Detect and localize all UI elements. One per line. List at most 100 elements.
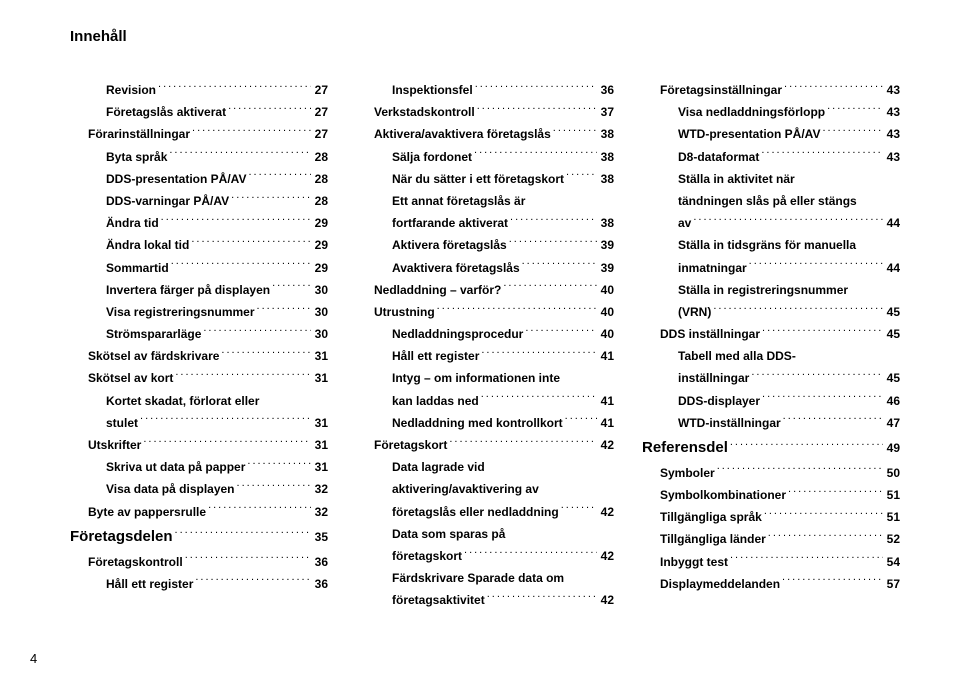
toc-label: Aktivera/avaktivera företagslås [374,123,551,145]
toc-page: 45 [885,367,900,389]
toc-page: 40 [599,279,614,301]
toc-entry: Ställa in registreringsnummer [642,279,900,301]
toc-leader [565,415,597,427]
toc-label: DDS inställningar [660,323,760,345]
toc-label: Visa data på displayen [106,478,235,500]
toc-entry: (VRN)45 [642,301,900,323]
toc-entry: DDS-presentation PÅ/AV28 [70,168,328,190]
toc-entry: inmatningar44 [642,257,900,279]
toc-entry: WTD-presentation PÅ/AV43 [642,123,900,145]
toc-leader [782,576,883,588]
toc-entry: Utrustning40 [356,301,614,323]
toc-leader [768,531,883,543]
toc-entry: Företagsinställningar43 [642,79,900,101]
toc-label: Företagskort [374,434,447,456]
toc-entry: Strömspararläge30 [70,323,328,345]
toc-entry: aktivering/avaktivering av [356,478,614,500]
toc-page: 31 [313,434,328,456]
toc-page: 28 [313,168,328,190]
toc-entry: Inspektionsfel36 [356,79,614,101]
toc-label: tändningen slås på eller stängs [678,190,857,212]
toc-label: Strömspararläge [106,323,201,345]
toc-label: Håll ett register [392,345,479,367]
page-title: Innehåll [70,28,900,45]
toc-entry: Invertera färger på displayen30 [70,279,328,301]
toc-leader [247,459,310,471]
toc-leader [522,260,597,272]
toc-label: stulet [106,412,138,434]
toc-leader [784,82,883,94]
toc-entry: Sälja fordonet38 [356,146,614,168]
toc-page: 38 [599,168,614,190]
toc-col-1: Revision27Företagslås aktiverat27Förarin… [70,79,328,612]
toc-col-2: Inspektionsfel36Verkstadskontroll37Aktiv… [356,79,614,612]
toc-page: 45 [885,323,900,345]
toc-label: Inbyggt test [660,551,728,573]
toc-label: Nedladdning – varför? [374,279,501,301]
toc-label: Invertera färger på displayen [106,279,270,301]
toc-label: Håll ett register [106,573,193,595]
toc-entry: fortfarande aktiverat 38 [356,212,614,234]
toc-label: Nedladdningsprocedur [392,323,523,345]
toc-label: Verkstadskontroll [374,101,475,123]
toc-page: 54 [885,551,900,573]
toc-entry: Nedladdning – varför? 40 [356,279,614,301]
toc-entry: Färdskrivare Sparade data om [356,567,614,589]
toc-label: Symbolkombinationer [660,484,786,506]
toc-page: 38 [599,212,614,234]
toc-entry: Ett annat företagslås är [356,190,614,212]
toc-entry: Skriva ut data på papper31 [70,456,328,478]
toc-leader [140,415,311,427]
toc-label: Företagskontroll [88,551,183,573]
toc-entry: Håll ett register 36 [70,573,328,595]
toc-label: Revision [106,79,156,101]
toc-entry: företagskort42 [356,545,614,567]
toc-entry: Sommartid29 [70,257,328,279]
toc-label: Intyg – om informationen inte [392,367,560,389]
toc-entry: av44 [642,212,900,234]
toc-leader [481,348,596,360]
toc-leader [475,82,597,94]
toc-entry: Byta språk28 [70,146,328,168]
toc-page: 41 [599,412,614,434]
toc-entry: WTD-inställningar47 [642,412,900,434]
toc-entry: Aktivera företagslås39 [356,234,614,256]
toc-label: Färdskrivare Sparade data om [392,567,564,589]
toc-label: Ställa in tidsgräns för manuella [678,234,856,256]
toc-page: 46 [885,390,900,412]
toc-entry: Tillgängliga språk51 [642,506,900,528]
toc-page: 42 [599,501,614,523]
toc-page: 31 [313,456,328,478]
toc-page: 38 [599,146,614,168]
toc-entry: Nedladdning med kontrollkort41 [356,412,614,434]
toc-label: inmatningar [678,257,747,279]
toc-entry: Visa registreringsnummer30 [70,301,328,323]
toc-label: Tillgängliga språk [660,506,762,528]
toc-label: aktivering/avaktivering av [392,478,539,500]
toc-leader [751,370,882,382]
toc-label: företagslås eller nedladdning [392,501,559,523]
toc-label: Byta språk [106,146,167,168]
toc-entry: Byte av pappersrulle32 [70,501,328,523]
toc-label: fortfarande aktiverat [392,212,508,234]
toc-entry: Referensdel49 [642,434,900,462]
toc-leader [713,304,882,316]
toc-leader [561,504,597,516]
toc-label: Avaktivera företagslås [392,257,520,279]
toc-label: Aktivera företagslås [392,234,507,256]
toc-entry: Visa nedladdningsförlopp43 [642,101,900,123]
toc-page: 41 [599,390,614,412]
toc-page: 32 [313,478,328,500]
toc-col-3: Företagsinställningar43Visa nedladdnings… [642,79,900,612]
toc-leader [509,237,597,249]
toc-leader [503,282,596,294]
toc-page: 36 [313,573,328,595]
toc-label: Data som sparas på [392,523,505,545]
toc-entry: Symbolkombinationer51 [642,484,900,506]
toc-leader [203,326,310,338]
toc-entry: DDS inställningar 45 [642,323,900,345]
toc-entry: Inbyggt test 54 [642,551,900,573]
toc-label: Förarinställningar [88,123,190,145]
toc-entry: D8-dataformat43 [642,146,900,168]
toc-page: 44 [885,212,900,234]
